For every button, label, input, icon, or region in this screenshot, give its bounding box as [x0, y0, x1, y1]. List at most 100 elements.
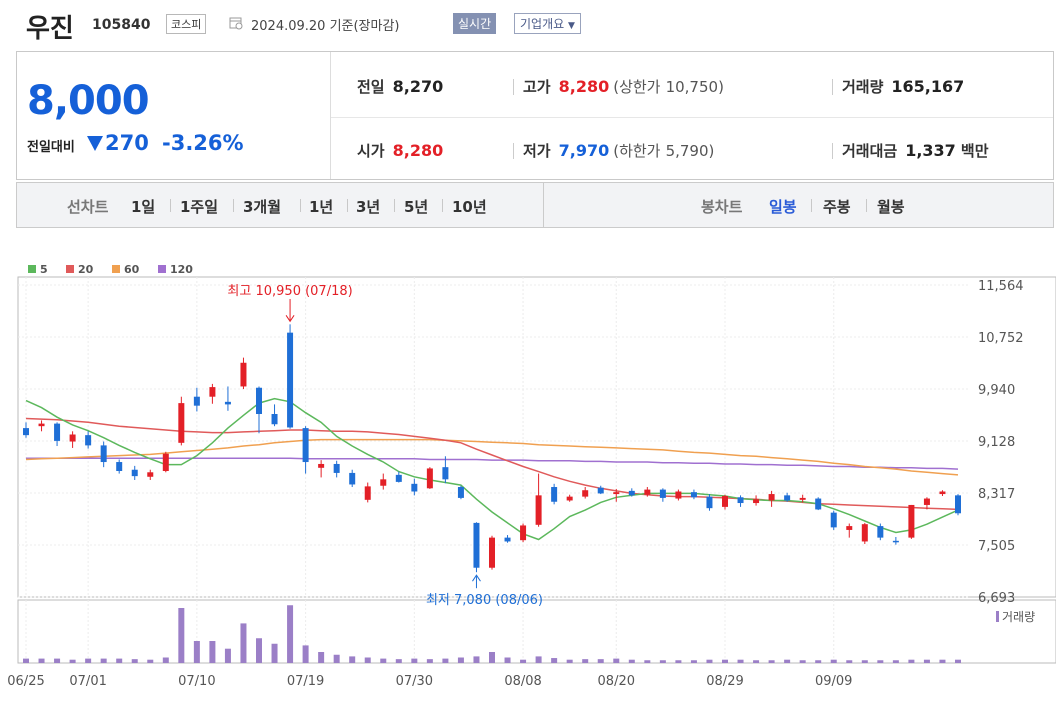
upper-limit-label: (상한가: [613, 78, 661, 96]
candle-body: [846, 526, 853, 530]
volume-bar: [318, 652, 325, 663]
tab-1week[interactable]: 1주일: [180, 198, 219, 216]
volume-bar: [489, 652, 495, 663]
candle-body: [473, 522, 480, 568]
x-tick-label: 08/29: [706, 674, 743, 689]
volume-value: 165,167: [891, 77, 965, 96]
candle-body: [535, 495, 542, 525]
y-tick-label: 11,564: [978, 279, 1024, 294]
volume-bar: [722, 659, 728, 663]
candle-body: [54, 423, 61, 441]
volume-bar: [892, 660, 899, 663]
divider: [866, 199, 867, 212]
volume-bar: [349, 656, 356, 663]
company-overview-button[interactable]: 기업개요 ▼: [514, 13, 581, 34]
volume-bar: [597, 659, 604, 663]
volume-bar: [411, 658, 418, 663]
tab-3month[interactable]: 3개월: [243, 198, 282, 216]
divider: [832, 79, 833, 95]
volume-bar: [675, 660, 682, 663]
tab-weekly[interactable]: 주봉: [823, 198, 851, 216]
tab-1day[interactable]: 1일: [131, 198, 156, 216]
tab-daily[interactable]: 일봉: [769, 198, 797, 216]
volume-bar: [504, 657, 511, 663]
volume-bar: [116, 658, 123, 663]
candle-body: [23, 428, 29, 436]
low-value: 7,970: [558, 141, 610, 160]
candle-body: [799, 497, 806, 500]
volume-bar: [302, 645, 309, 663]
volume-bar: [908, 659, 915, 663]
candle-body: [271, 414, 278, 425]
down-triangle-icon: [87, 136, 103, 151]
tab-10year[interactable]: 10년: [452, 198, 487, 216]
upper-limit-value: 10,750): [665, 78, 724, 96]
volume-bar: [551, 658, 558, 663]
volume-bar: [582, 659, 589, 663]
y-tick-label: 10,752: [978, 331, 1024, 346]
candle-body: [364, 486, 371, 500]
volume-bar: [784, 659, 791, 663]
market-badge: 코스피: [166, 14, 207, 34]
tab-1year[interactable]: 1년: [309, 198, 334, 216]
candle-body: [349, 472, 356, 485]
open-value: 8,280: [392, 141, 444, 160]
divider: [331, 117, 1053, 118]
volume-bar: [162, 657, 169, 663]
stock-code: 105840: [92, 17, 151, 33]
tab-3year[interactable]: 3년: [356, 198, 381, 216]
chart-tab-bar: 선차트 1일 1주일 3개월 1년 3년 5년 10년 봉차트 일봉 주봉 월봉: [16, 182, 1054, 228]
volume-legend-label: 거래량: [1002, 610, 1035, 624]
x-tick-label: 07/19: [287, 674, 324, 689]
legend-label: 120: [170, 263, 193, 276]
prev-close-value: 8,270: [392, 77, 444, 96]
volume-bar: [923, 659, 930, 663]
x-tick-label: 08/08: [504, 674, 541, 689]
low-annotation: 최저 7,080 (08/06): [426, 593, 543, 608]
candle-body: [908, 504, 915, 538]
volume-bar: [613, 658, 620, 663]
x-tick-label: 07/30: [396, 674, 433, 689]
legend-swatch: [28, 265, 36, 273]
realtime-button[interactable]: 실시간: [453, 13, 497, 34]
high-value: 8,280: [558, 77, 610, 96]
candlestick-chart: 11,564 10,752 9,940 9,128 8,317 7,505 6,693 06/…: [7, 263, 1056, 689]
candle-body: [178, 403, 185, 443]
volume-bar: [23, 658, 29, 663]
volume-bar: [473, 656, 480, 663]
candle-body: [380, 479, 387, 486]
candle-body: [411, 483, 418, 492]
candle-body: [457, 487, 464, 498]
candle-body: [566, 496, 573, 501]
candle-body: [706, 496, 713, 509]
tab-monthly[interactable]: 월봉: [877, 198, 905, 216]
candle-body: [784, 495, 791, 501]
base-date: 2024.09.20 기준(장마감): [251, 19, 400, 34]
candle-chart-label: 봉차트: [701, 198, 743, 216]
open-cell: 시가 8,280: [357, 140, 443, 161]
legend-label: 60: [124, 263, 140, 276]
candle-body: [768, 494, 775, 501]
divider: [300, 199, 301, 212]
price-info-box: 8,000 전일대비 270 -3.26% 전일 8,270 고가 8,280 (상한…: [16, 51, 1054, 180]
ma60-line: [25, 438, 959, 476]
tab-5year[interactable]: 5년: [404, 198, 429, 216]
y-tick-label: 9,128: [978, 435, 1015, 450]
volume-legend-swatch: [996, 611, 999, 622]
volume-bar: [131, 659, 138, 663]
candle-body: [69, 434, 76, 442]
low-arrow-head: [472, 574, 481, 582]
divider: [811, 199, 812, 212]
trade-amount-cell: 거래대금 1,337 백만: [842, 140, 989, 161]
candle-body: [892, 540, 899, 543]
volume-bar: [395, 659, 402, 663]
volume-bar: [224, 648, 231, 663]
volume-bar: [628, 659, 635, 663]
candle-body: [442, 467, 449, 480]
y-tick-label: 9,940: [978, 383, 1015, 398]
x-tick-label: 08/20: [598, 674, 635, 689]
volume-bar: [659, 660, 666, 663]
candle-body: [923, 498, 930, 505]
volume-bar: [54, 658, 61, 663]
divider: [170, 199, 171, 212]
